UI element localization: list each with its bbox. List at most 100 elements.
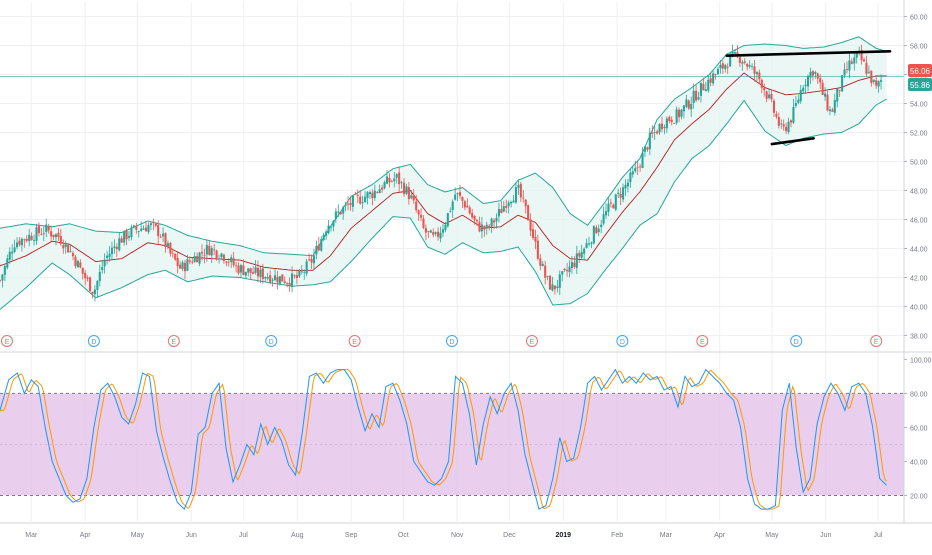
candle-down xyxy=(412,188,415,204)
candle-up xyxy=(327,220,330,235)
candle-body xyxy=(546,276,549,277)
price-tick-label: 48.00 xyxy=(910,189,928,196)
candle-down xyxy=(86,275,89,282)
price-tick-label: 58.00 xyxy=(910,44,928,51)
candle-down xyxy=(860,44,863,65)
candle-up xyxy=(587,236,591,247)
candle-up xyxy=(768,88,771,100)
candle-body xyxy=(76,260,79,268)
candle-body xyxy=(244,271,247,276)
candle-body xyxy=(680,109,683,117)
candle-body xyxy=(50,231,53,237)
candle-body xyxy=(312,255,316,264)
trendline-resistance[interactable] xyxy=(725,49,892,57)
candle-body xyxy=(529,219,532,231)
candle-body xyxy=(743,61,746,63)
candle-up xyxy=(210,245,213,264)
candle-body xyxy=(716,69,720,75)
candle-up xyxy=(663,124,666,135)
candle-down xyxy=(0,279,2,283)
earnings-marker[interactable]: E xyxy=(348,335,361,347)
candle-body xyxy=(385,176,389,184)
candle-up xyxy=(804,79,807,94)
candle-up xyxy=(220,252,223,260)
candle-up xyxy=(809,67,812,85)
candle-up xyxy=(867,65,870,74)
candle-body xyxy=(115,246,118,249)
time-tick-label: Feb xyxy=(611,532,623,539)
dividend-marker[interactable]: D xyxy=(446,335,458,347)
earnings-marker[interactable]: E xyxy=(870,335,883,347)
candle-up xyxy=(166,240,169,250)
candle-body xyxy=(329,226,333,228)
candle-down xyxy=(422,215,425,230)
candle-body xyxy=(237,265,240,274)
earnings-marker[interactable]: E xyxy=(696,335,709,347)
candle-down xyxy=(252,266,255,275)
candle-down xyxy=(40,228,43,236)
candle-body xyxy=(351,195,354,207)
stochastic-axis[interactable]: 100.00 80.00 60.00 40.00 20.00 xyxy=(904,357,932,500)
candle-down xyxy=(578,250,581,264)
candle-body xyxy=(719,65,722,69)
candle-body xyxy=(629,172,632,183)
earnings-marker[interactable]: E xyxy=(167,335,180,347)
candle-down xyxy=(819,74,822,89)
candle-down xyxy=(208,240,211,256)
candle-down xyxy=(346,196,350,211)
dividend-marker[interactable]: D xyxy=(87,335,100,347)
candle-down xyxy=(468,205,471,215)
candle-body xyxy=(191,261,194,263)
stoch-tick-label: 40.00 xyxy=(910,459,928,466)
candle-body xyxy=(451,201,454,211)
candle-body xyxy=(692,90,695,104)
candle-body xyxy=(653,131,656,133)
event-marker-circle xyxy=(446,335,458,347)
candle-body xyxy=(853,57,856,64)
candle-down xyxy=(407,182,410,205)
candle-up xyxy=(675,106,678,125)
dividend-marker[interactable]: D xyxy=(265,335,278,347)
candle-down xyxy=(775,111,778,119)
candle-up xyxy=(366,191,369,205)
candle-body xyxy=(398,172,401,185)
candle-body xyxy=(799,90,802,102)
candle-up xyxy=(239,263,243,279)
dividend-marker[interactable]: D xyxy=(790,335,803,347)
candle-body xyxy=(256,267,260,277)
candle-up xyxy=(575,245,578,274)
dividend-marker[interactable]: D xyxy=(616,335,629,347)
time-axis[interactable]: Mar Apr May Jun Jul Aug Sep Oct Nov Dec 2019 Feb Mar… xyxy=(25,532,883,539)
candle-up xyxy=(848,53,851,79)
candle-body xyxy=(485,224,488,229)
trendlines[interactable] xyxy=(725,49,892,146)
earnings-marker[interactable]: E xyxy=(525,335,538,347)
candle-body xyxy=(432,232,435,235)
candle-body xyxy=(405,186,408,194)
trendline-support[interactable] xyxy=(770,137,815,146)
candle-body xyxy=(833,99,836,113)
candle-down xyxy=(772,98,776,117)
earnings-marker[interactable]: E xyxy=(0,335,13,347)
candle-down xyxy=(381,184,384,193)
stoch-tick-label: 60.00 xyxy=(910,425,928,432)
candle-body xyxy=(651,132,654,134)
price-tick-label: 60.00 xyxy=(910,15,928,22)
candle-body xyxy=(880,80,883,82)
candle-up xyxy=(658,123,661,135)
candle-down xyxy=(782,119,785,131)
candle-body xyxy=(575,253,578,268)
candle-down xyxy=(398,167,401,192)
candle-down xyxy=(702,77,705,91)
candle-body xyxy=(434,232,437,234)
candle-body xyxy=(665,118,668,129)
candle-down xyxy=(539,254,542,271)
candle-up xyxy=(512,195,515,203)
candle-body xyxy=(127,235,131,238)
candle-up xyxy=(490,217,493,233)
candle-up xyxy=(149,221,152,231)
candle-down xyxy=(115,243,118,257)
candle-down xyxy=(283,276,286,284)
candle-up xyxy=(33,234,36,246)
